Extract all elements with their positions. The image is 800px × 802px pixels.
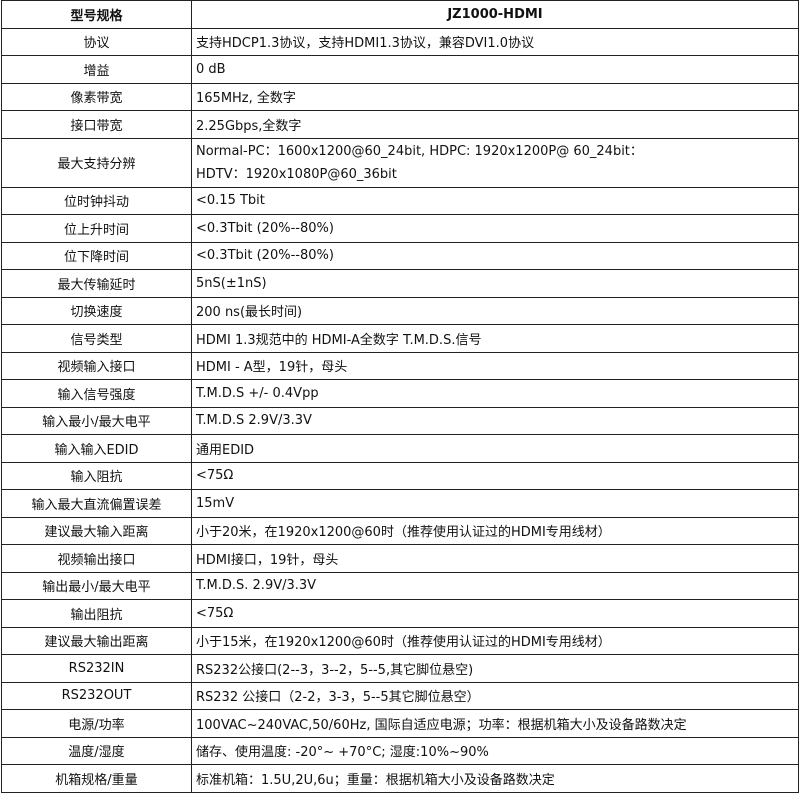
table-row: RS232OUT RS232 公接口（2-2，3-3，5--5其它脚位悬空） xyxy=(1,681,799,710)
spec-value: <75Ω xyxy=(191,599,799,628)
spec-label: 信号类型 xyxy=(1,324,192,353)
spec-value: 储存、使用温度: -20°~ +70°C; 湿度:10%~90% xyxy=(191,736,799,765)
spec-label: 最大传输延时 xyxy=(1,269,192,298)
spec-value: 5nS(±1nS) xyxy=(191,269,799,298)
table-row: 增益 0 dB xyxy=(1,55,799,84)
table-row: 最大传输延时 5nS(±1nS) xyxy=(1,269,799,298)
table-row: 温度/湿度 储存、使用温度: -20°~ +70°C; 湿度:10%~90% xyxy=(1,736,799,765)
spec-label: 位上升时间 xyxy=(1,214,192,243)
spec-label: 位下降时间 xyxy=(1,241,192,270)
table-row: RS232IN RS232公接口(2--3，3--2，5--5,其它脚位悬空) xyxy=(1,654,799,683)
spec-value: RS232公接口(2--3，3--2，5--5,其它脚位悬空) xyxy=(191,654,799,683)
spec-value: 200 ns(最长时间) xyxy=(191,296,799,325)
table-row: 输入最小/最大电平 T.M.D.S 2.9V/3.3V xyxy=(1,406,799,435)
spec-label: 视频输出接口 xyxy=(1,544,192,573)
table-row: 信号类型 HDMI 1.3规范中的 HDMI-A全数字 T.M.D.S.信号 xyxy=(1,324,799,353)
table-row: 位时钟抖动 <0.15 Tbit xyxy=(1,186,799,215)
spec-label: 输入最小/最大电平 xyxy=(1,406,192,435)
spec-value: HDMI接口，19针，母头 xyxy=(191,544,799,573)
header-model: JZ1000-HDMI xyxy=(191,0,799,29)
spec-value: 100VAC~240VAC,50/60Hz, 国际自适应电源；功率：根据机箱大小… xyxy=(191,709,799,738)
table-row: 视频输入接口 HDMI - A型，19针，母头 xyxy=(1,351,799,380)
spec-value-line: Normal-PC：1600x1200@60_24bit, HDPC: 1920… xyxy=(196,143,643,159)
table-row: 位下降时间 <0.3Tbit (20%--80%) xyxy=(1,241,799,270)
spec-value: <0.3Tbit (20%--80%) xyxy=(191,241,799,270)
spec-label: 输入信号强度 xyxy=(1,379,192,408)
table-row: 输入阻抗 <75Ω xyxy=(1,461,799,490)
spec-value: T.M.D.S 2.9V/3.3V xyxy=(191,406,799,435)
spec-value: 支持HDCP1.3协议，支持HDMI1.3协议，兼容DVI1.0协议 xyxy=(191,27,799,56)
table-row: 像素带宽 165MHz, 全数字 xyxy=(1,82,799,111)
table-header-row: 型号规格 JZ1000-HDMI xyxy=(1,0,799,29)
table-row: 视频输出接口 HDMI接口，19针，母头 xyxy=(1,544,799,573)
spec-value: 0 dB xyxy=(191,55,799,84)
table-row: 建议最大输入距离 小于20米，在1920x1200@60时（推荐使用认证过的HDM… xyxy=(1,516,799,545)
spec-value: <0.3Tbit (20%--80%) xyxy=(191,214,799,243)
spec-value: HDMI 1.3规范中的 HDMI-A全数字 T.M.D.S.信号 xyxy=(191,324,799,353)
table-row: 最大支持分辨 Normal-PC：1600x1200@60_24bit, HDPC… xyxy=(1,137,799,188)
spec-label: 机箱规格/重量 xyxy=(1,764,192,793)
spec-value: T.M.D.S +/- 0.4Vpp xyxy=(191,379,799,408)
spec-label: 最大支持分辨 xyxy=(1,137,192,188)
spec-label: 建议最大输入距离 xyxy=(1,516,192,545)
table-row: 机箱规格/重量 标准机箱：1.5U,2U,6u；重量：根据机箱大小及设备路数决定 xyxy=(1,764,799,793)
spec-value: RS232 公接口（2-2，3-3，5--5其它脚位悬空） xyxy=(191,681,799,710)
spec-label: 输入阻抗 xyxy=(1,461,192,490)
spec-label: 位时钟抖动 xyxy=(1,186,192,215)
spec-label: 输入输入EDID xyxy=(1,434,192,463)
spec-label: 接口带宽 xyxy=(1,110,192,139)
spec-label: 建议最大输出距离 xyxy=(1,626,192,655)
spec-value: T.M.D.S. 2.9V/3.3V xyxy=(191,571,799,600)
table-row: 接口带宽 2.25Gbps,全数字 xyxy=(1,110,799,139)
table-row: 电源/功率 100VAC~240VAC,50/60Hz, 国际自适应电源；功率：根… xyxy=(1,709,799,738)
table-row: 输入信号强度 T.M.D.S +/- 0.4Vpp xyxy=(1,379,799,408)
spec-value: 小于20米，在1920x1200@60时（推荐使用认证过的HDMI专用线材） xyxy=(191,516,799,545)
header-label: 型号规格 xyxy=(1,0,192,29)
spec-value: <0.15 Tbit xyxy=(191,186,799,215)
spec-label: 输出最小/最大电平 xyxy=(1,571,192,600)
table-row: 位上升时间 <0.3Tbit (20%--80%) xyxy=(1,214,799,243)
spec-value: 通用EDID xyxy=(191,434,799,463)
spec-label: RS232IN xyxy=(1,654,192,683)
spec-value: 165MHz, 全数字 xyxy=(191,82,799,111)
table-row: 输入输入EDID 通用EDID xyxy=(1,434,799,463)
spec-value: 标准机箱：1.5U,2U,6u；重量：根据机箱大小及设备路数决定 xyxy=(191,764,799,793)
spec-label: 电源/功率 xyxy=(1,709,192,738)
spec-value-line: HDTV：1920x1080P@60_36bit xyxy=(196,166,397,182)
spec-value: <75Ω xyxy=(191,461,799,490)
table-row: 切换速度 200 ns(最长时间) xyxy=(1,296,799,325)
table-row: 输出阻抗 <75Ω xyxy=(1,599,799,628)
spec-label: 视频输入接口 xyxy=(1,351,192,380)
spec-label: 增益 xyxy=(1,55,192,84)
spec-value: 小于15米，在1920x1200@60时（推荐使用认证过的HDMI专用线材） xyxy=(191,626,799,655)
table-row: 输入最大直流偏置误差 15mV xyxy=(1,489,799,518)
table-row: 建议最大输出距离 小于15米，在1920x1200@60时（推荐使用认证过的HDM… xyxy=(1,626,799,655)
spec-label: 温度/湿度 xyxy=(1,736,192,765)
spec-value: 15mV xyxy=(191,489,799,518)
spec-value: Normal-PC：1600x1200@60_24bit, HDPC: 1920… xyxy=(191,137,799,188)
spec-label: RS232OUT xyxy=(1,681,192,710)
spec-value: HDMI - A型，19针，母头 xyxy=(191,351,799,380)
spec-label: 切换速度 xyxy=(1,296,192,325)
table-row: 协议 支持HDCP1.3协议，支持HDMI1.3协议，兼容DVI1.0协议 xyxy=(1,27,799,56)
spec-label: 协议 xyxy=(1,27,192,56)
spec-label: 输入最大直流偏置误差 xyxy=(1,489,192,518)
spec-label: 像素带宽 xyxy=(1,82,192,111)
spec-value: 2.25Gbps,全数字 xyxy=(191,110,799,139)
spec-label: 输出阻抗 xyxy=(1,599,192,628)
table-row: 输出最小/最大电平 T.M.D.S. 2.9V/3.3V xyxy=(1,571,799,600)
